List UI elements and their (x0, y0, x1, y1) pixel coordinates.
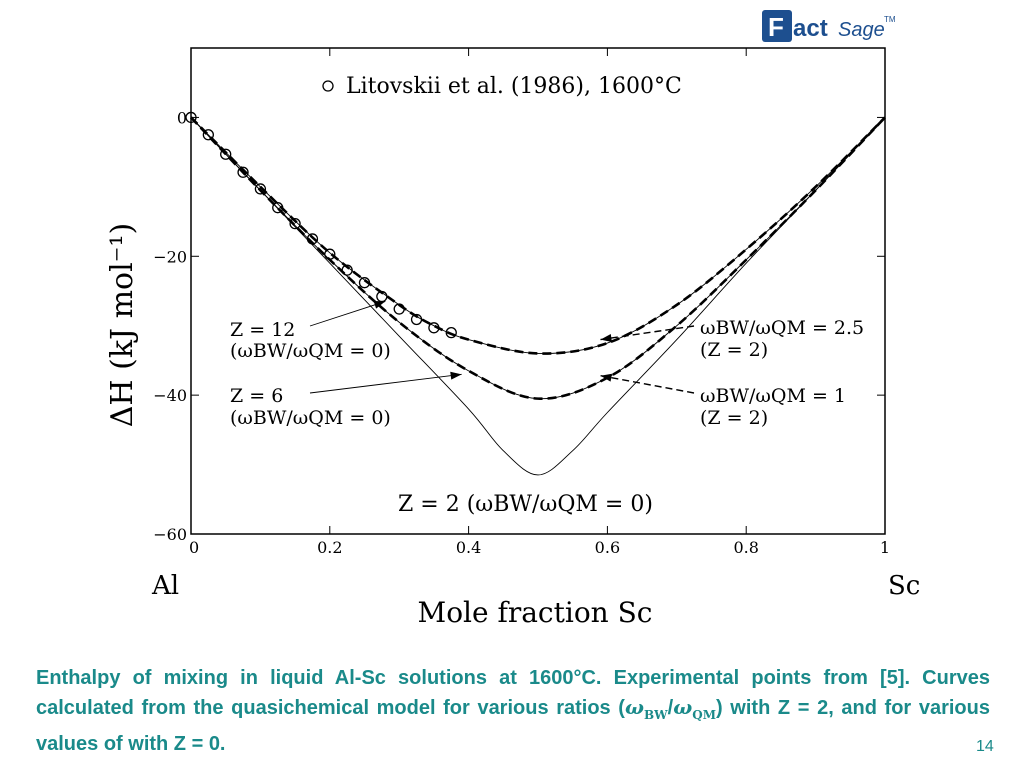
arrowhead-z6 (450, 371, 462, 380)
arrowhead-z12 (373, 301, 386, 309)
logo-letter-f: F (768, 12, 784, 42)
x-tick-label: 0.8 (733, 538, 758, 557)
y-tick-label: −20 (153, 247, 187, 266)
logo-tm: TM (884, 15, 896, 24)
arrow-z6 (309, 373, 462, 394)
x-tick-label: 0.4 (456, 538, 481, 557)
y-tick-label: 0 (177, 108, 187, 127)
x-axis-label: Mole fraction Sc (418, 596, 653, 629)
data-point (428, 322, 440, 334)
data-point (341, 264, 353, 276)
y-axis-label: ΔH (kJ mol⁻¹) (105, 223, 140, 427)
omega-symbol-bw: ω (624, 695, 645, 719)
annotation-r25-line2: (Z = 2) (700, 339, 768, 361)
annotation-z12-line2: (ωBW/ωQM = 0) (230, 340, 391, 362)
factsage-logo: F act Sage TM (762, 10, 896, 42)
subscript-qm: QM (692, 708, 716, 722)
y-tick-label: −60 (153, 525, 187, 544)
arrow-r1 (600, 375, 695, 394)
plot-frame (190, 47, 886, 535)
caption-text-start: Enthalpy of mixing in liquid Al-Sc solut… (36, 667, 990, 719)
data-point (254, 183, 267, 195)
arrow-r25 (600, 325, 695, 341)
series-line-0 (190, 117, 886, 476)
data-point (358, 277, 371, 289)
subscript-bw: BW (644, 708, 668, 722)
y-tick-label: −40 (153, 386, 187, 405)
ticks-layer: 0 0.2 0.4 0.6 0.8 1 0 −20 −40 −60 (153, 48, 890, 557)
legend-marker (322, 80, 334, 92)
points-layer (185, 111, 457, 339)
logo-text-sage: Sage (838, 19, 885, 41)
data-point (202, 129, 215, 141)
arrowhead-r1 (600, 373, 613, 382)
annotation-z2: Z = 2 (ωBW/ωQM = 0) (398, 492, 653, 517)
data-point (393, 303, 405, 315)
data-point (220, 148, 232, 160)
data-point (445, 327, 457, 339)
annotation-z6-line1: Z = 6 (230, 385, 283, 407)
page-number: 14 (976, 738, 994, 755)
figure-caption: Enthalpy of mixing in liquid Al-Sc solut… (36, 664, 990, 759)
x-tick-label: 0.2 (317, 538, 342, 557)
annotation-z12-line1: Z = 12 (230, 319, 295, 341)
caption-slash: / (667, 697, 674, 719)
end-label-al: Al (151, 571, 179, 601)
annotation-z6-line2: (ωBW/ωQM = 0) (230, 407, 391, 429)
data-point (272, 202, 284, 214)
arrowhead-r25 (600, 334, 612, 342)
annotation-r25-line1: ωBW/ωQM = 2.5 (700, 317, 864, 339)
data-point (306, 233, 319, 245)
data-point (410, 313, 423, 326)
legend: Litovskii et al. (1986), 1600°C (322, 74, 682, 99)
legend-label: Litovskii et al. (1986), 1600°C (346, 74, 682, 99)
omega-symbol-qm: ω (673, 695, 693, 719)
series-line-4 (190, 117, 886, 354)
series-line-2 (190, 117, 886, 400)
x-tick-label: 0.6 (595, 538, 620, 557)
logo-text-act: act (793, 15, 828, 42)
data-point (324, 248, 336, 260)
data-point (289, 218, 301, 230)
end-label-sc: Sc (888, 571, 920, 601)
x-tick-label: 1 (880, 538, 890, 557)
caption-text-end: ) with Z = 2, and for various values of … (36, 697, 990, 755)
enthalpy-chart: 0 0.2 0.4 0.6 0.8 1 0 −20 −40 −60 Litovskii et al… (105, 47, 920, 629)
arrow-z12 (309, 300, 386, 327)
data-point (237, 166, 249, 178)
arrows-layer (309, 300, 695, 394)
annotation-r1-line1: ωBW/ωQM = 1 (700, 385, 846, 407)
curves-layer (190, 116, 886, 476)
annotation-r1-line2: (Z = 2) (700, 407, 768, 429)
x-tick-label: 0 (189, 538, 199, 557)
logo-badge (762, 10, 792, 42)
